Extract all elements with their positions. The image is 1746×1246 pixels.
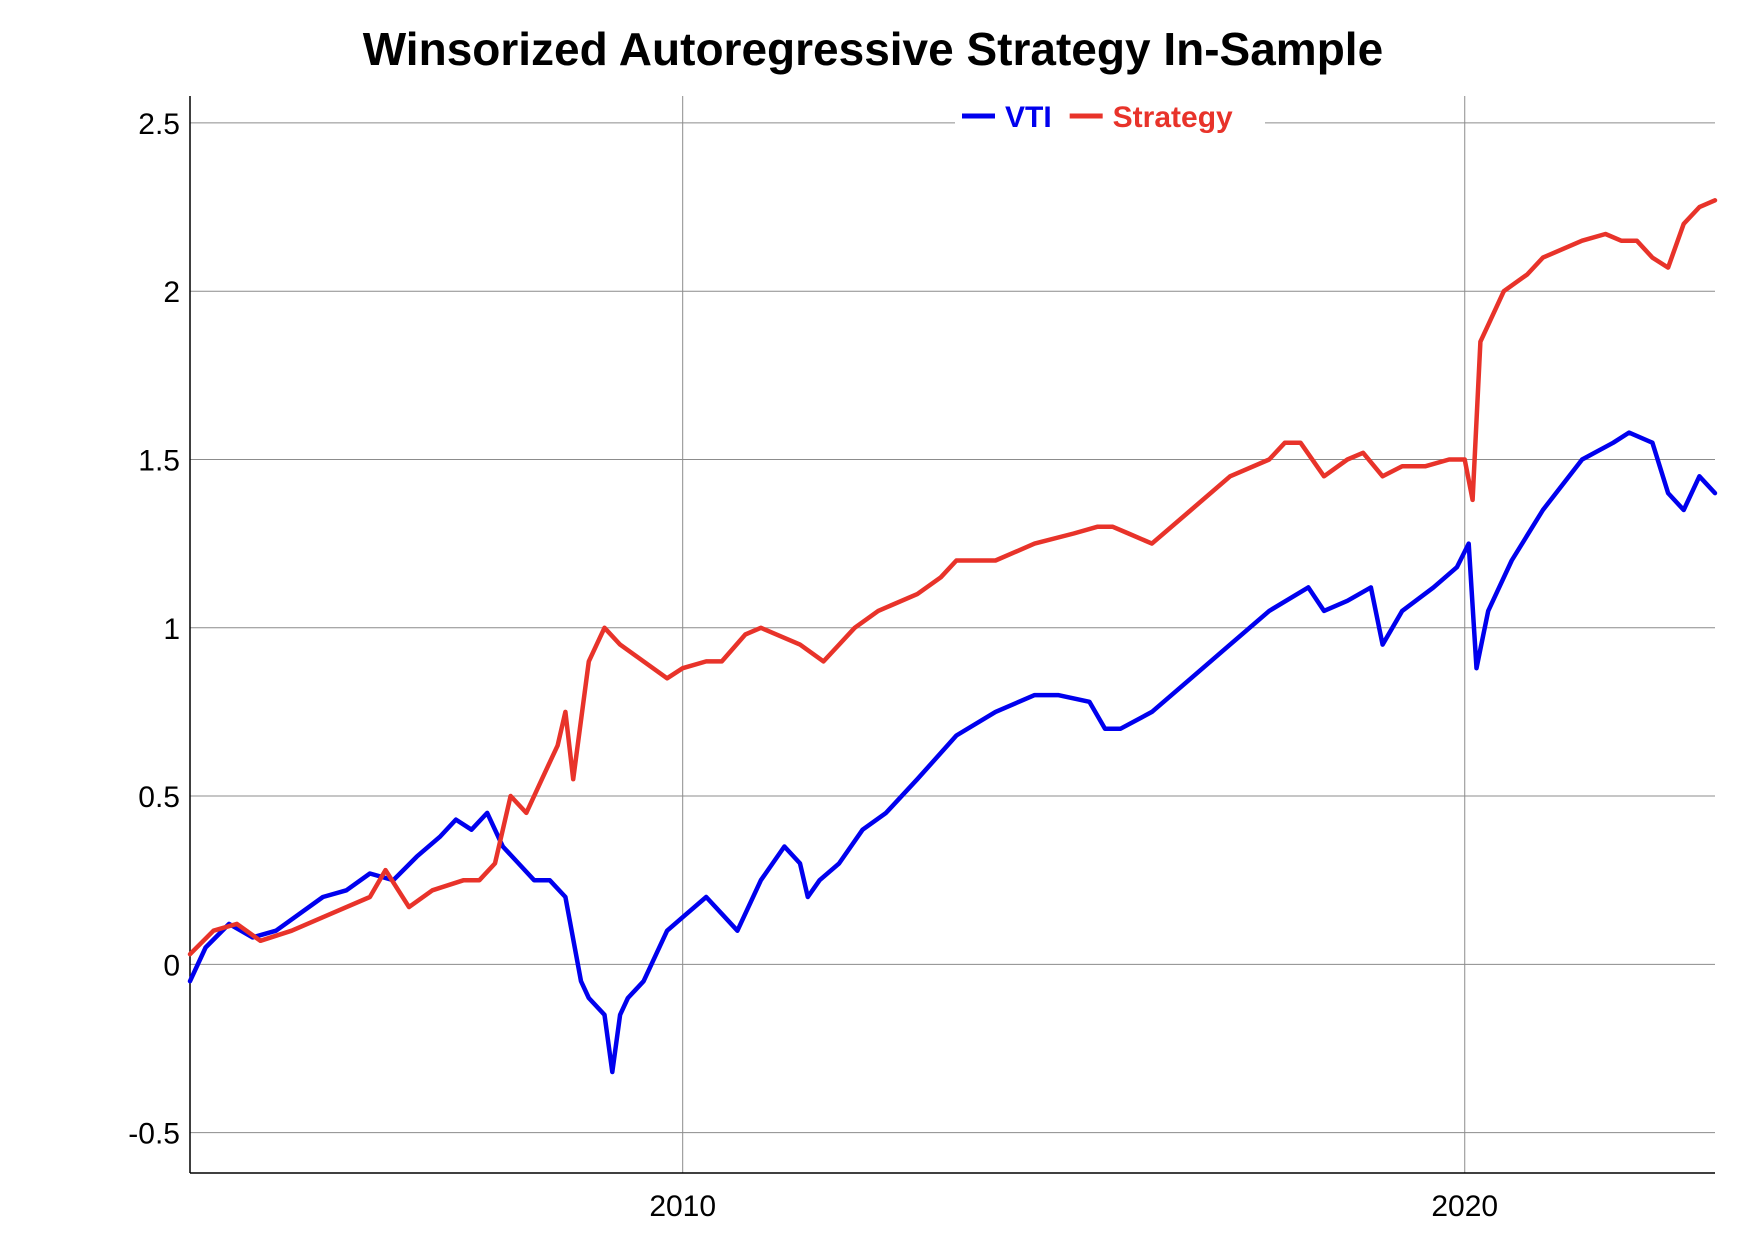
y-tick-label: 1.5 <box>138 444 180 477</box>
y-tick-label: 2 <box>163 276 180 309</box>
y-tick-label: 0.5 <box>138 781 180 814</box>
y-tick-label: 1 <box>163 613 180 646</box>
y-tick-label: 2.5 <box>138 108 180 141</box>
series-line-vti <box>187 430 1718 1075</box>
chart-title: Winsorized Autoregressive Strategy In-Sa… <box>362 23 1384 75</box>
x-tick-label: 2010 <box>649 1190 716 1223</box>
legend-label-vti: VTI <box>1005 101 1052 134</box>
legend-label-strategy: Strategy <box>1113 101 1233 134</box>
y-tick-label: 0 <box>163 949 180 982</box>
x-tick-labels: 2010 2020 <box>649 1190 1498 1223</box>
legend: VTI Strategy <box>955 93 1265 139</box>
series-lines <box>187 198 1718 1075</box>
legend-background <box>955 93 1265 139</box>
y-tick-label: -0.5 <box>128 1118 180 1151</box>
x-tick-label: 2020 <box>1431 1190 1498 1223</box>
series-line-strategy <box>187 198 1718 957</box>
y-tick-labels: -0.5 0 0.5 1 1.5 2 2.5 <box>128 108 180 1151</box>
grid-lines <box>190 96 1715 1173</box>
